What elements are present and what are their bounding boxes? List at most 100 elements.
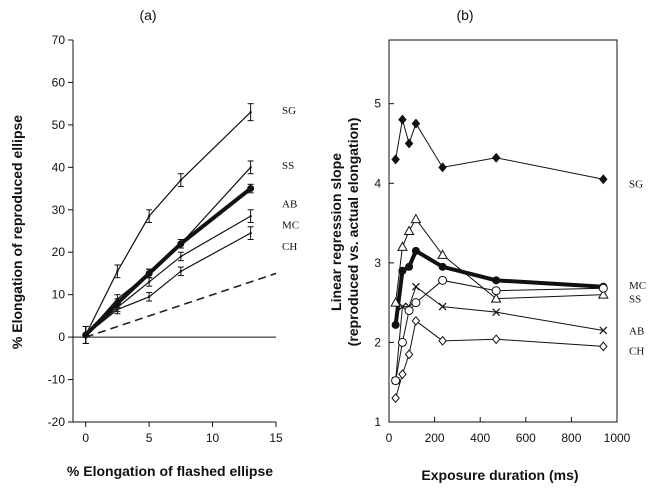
a-ytick-label: 60 bbox=[52, 75, 66, 89]
panel-a-ylabel: % Elongation of reproduced ellipse bbox=[9, 115, 25, 349]
b-ytick-label: 2 bbox=[374, 335, 381, 349]
a-xtick-label: 10 bbox=[206, 431, 220, 445]
panel-a-label: (a) bbox=[139, 7, 156, 23]
b-point-series-5 bbox=[598, 283, 608, 293]
panel-b-xlabel: Exposure duration (ms) bbox=[421, 467, 578, 483]
b-point-ch bbox=[391, 393, 400, 404]
b-xtick-label: 800 bbox=[561, 431, 581, 445]
b-point-sg bbox=[391, 154, 400, 165]
b-point-sg bbox=[404, 138, 414, 149]
a-ytick-label: 70 bbox=[52, 33, 66, 47]
b-point-ss bbox=[397, 241, 408, 251]
panel-b-ylabel-2: (reproduced vs. actual elongation) bbox=[345, 118, 361, 347]
a-ytick-label: 50 bbox=[52, 118, 66, 132]
b-point-series-5 bbox=[411, 298, 421, 308]
a-ytick-label: -20 bbox=[48, 415, 66, 429]
a-point-mc bbox=[249, 214, 252, 218]
b-point-ss bbox=[437, 249, 448, 259]
a-point-ch bbox=[84, 333, 87, 337]
b-point-mc bbox=[398, 266, 407, 275]
b-xtick-label: 0 bbox=[386, 431, 393, 445]
b-point-ss bbox=[403, 225, 415, 235]
b-point-sg bbox=[398, 114, 407, 125]
b-series-label-ab: AB bbox=[629, 325, 644, 337]
b-ytick-label: 1 bbox=[374, 415, 381, 429]
b-point-ss bbox=[490, 293, 502, 303]
b-point-ab bbox=[599, 326, 608, 335]
b-xtick-label: 400 bbox=[470, 431, 490, 445]
b-series-label-ch: CH bbox=[629, 345, 644, 357]
a-xtick-label: 15 bbox=[269, 431, 283, 445]
a-xtick-label: 5 bbox=[146, 431, 153, 445]
b-series-label-mc: MC bbox=[629, 280, 646, 292]
b-point-sg bbox=[599, 174, 608, 185]
b-point-ch bbox=[491, 334, 501, 345]
panel-a: (a) -20 -10 0 10 20 30 40 50 60 70 0 5 10 15 SG SS AB MC… bbox=[9, 7, 299, 479]
b-point-mc bbox=[391, 320, 400, 329]
b-point-sg bbox=[491, 152, 501, 163]
b-point-mc bbox=[411, 246, 420, 255]
b-line-ch bbox=[395, 320, 604, 399]
b-point-ss bbox=[390, 297, 401, 307]
a-ytick-label: 20 bbox=[52, 245, 66, 259]
b-point-ch bbox=[398, 369, 407, 380]
b-point-sg bbox=[411, 118, 421, 129]
panel-b-ylabel: Linear regression slope bbox=[328, 153, 344, 311]
a-line-mc bbox=[85, 215, 251, 336]
a-series-label-sg: SG bbox=[282, 105, 296, 117]
b-ytick-label: 4 bbox=[374, 176, 381, 190]
a-point-ch bbox=[147, 295, 151, 298]
a-point-mc bbox=[179, 255, 183, 258]
b-point-series-5 bbox=[438, 275, 448, 285]
a-point-sg bbox=[147, 214, 151, 218]
b-point-ab bbox=[492, 308, 501, 317]
a-point-ab bbox=[177, 240, 185, 248]
a-ytick-label: 30 bbox=[52, 203, 66, 217]
panel-a-xlabel: % Elongation of flashed ellipse bbox=[67, 463, 273, 479]
b-point-series-5 bbox=[391, 376, 401, 386]
a-point-sg bbox=[116, 270, 119, 273]
b-point-series-5 bbox=[491, 286, 501, 296]
a-point-mc bbox=[147, 280, 151, 284]
a-point-ch bbox=[179, 270, 183, 273]
a-point-ab bbox=[247, 185, 255, 193]
b-point-series-5 bbox=[404, 306, 414, 316]
b-series-label-ss: SS bbox=[629, 294, 641, 306]
a-ytick-label: 10 bbox=[52, 288, 66, 302]
b-point-ch bbox=[411, 315, 421, 326]
a-point-sg bbox=[179, 178, 183, 182]
a-series-label-ss: SS bbox=[282, 160, 294, 172]
panel-b: (b) 1 2 3 4 5 0 200 400 600 800 1000 SG MC SS AB CH Ex… bbox=[328, 7, 646, 483]
b-ytick-label: 5 bbox=[374, 97, 381, 111]
a-point-ch bbox=[249, 231, 252, 235]
b-xtick-label: 600 bbox=[516, 431, 536, 445]
a-point-ss bbox=[249, 166, 252, 169]
a-series-label-ch: CH bbox=[282, 241, 297, 253]
a-ytick-label: 40 bbox=[52, 160, 66, 174]
b-line-sg bbox=[395, 119, 604, 180]
b-point-sg bbox=[438, 162, 447, 173]
b-point-ss bbox=[597, 289, 609, 299]
b-point-mc bbox=[492, 276, 501, 285]
b-point-ab bbox=[411, 282, 420, 291]
b-point-mc bbox=[405, 262, 414, 271]
b-point-ch bbox=[404, 349, 414, 360]
panel-b-label: (b) bbox=[456, 7, 473, 23]
b-point-ch bbox=[599, 341, 608, 352]
b-point-ab bbox=[438, 302, 447, 311]
a-ytick-label: 0 bbox=[58, 330, 65, 344]
a-point-ch bbox=[116, 308, 119, 311]
b-series-label-sg: SG bbox=[629, 178, 643, 190]
a-series-label-mc: MC bbox=[282, 220, 299, 232]
a-line-sg bbox=[85, 111, 252, 336]
b-point-mc bbox=[438, 262, 447, 271]
a-xtick-label: 0 bbox=[82, 431, 89, 445]
a-point-ab bbox=[145, 269, 153, 277]
b-point-ch bbox=[438, 335, 447, 346]
a-ytick-label: -10 bbox=[48, 373, 66, 387]
panel-b-frame bbox=[388, 39, 618, 423]
b-ytick-label: 3 bbox=[374, 256, 381, 270]
a-series-label-ab: AB bbox=[282, 198, 297, 210]
b-xtick-label: 200 bbox=[425, 431, 445, 445]
